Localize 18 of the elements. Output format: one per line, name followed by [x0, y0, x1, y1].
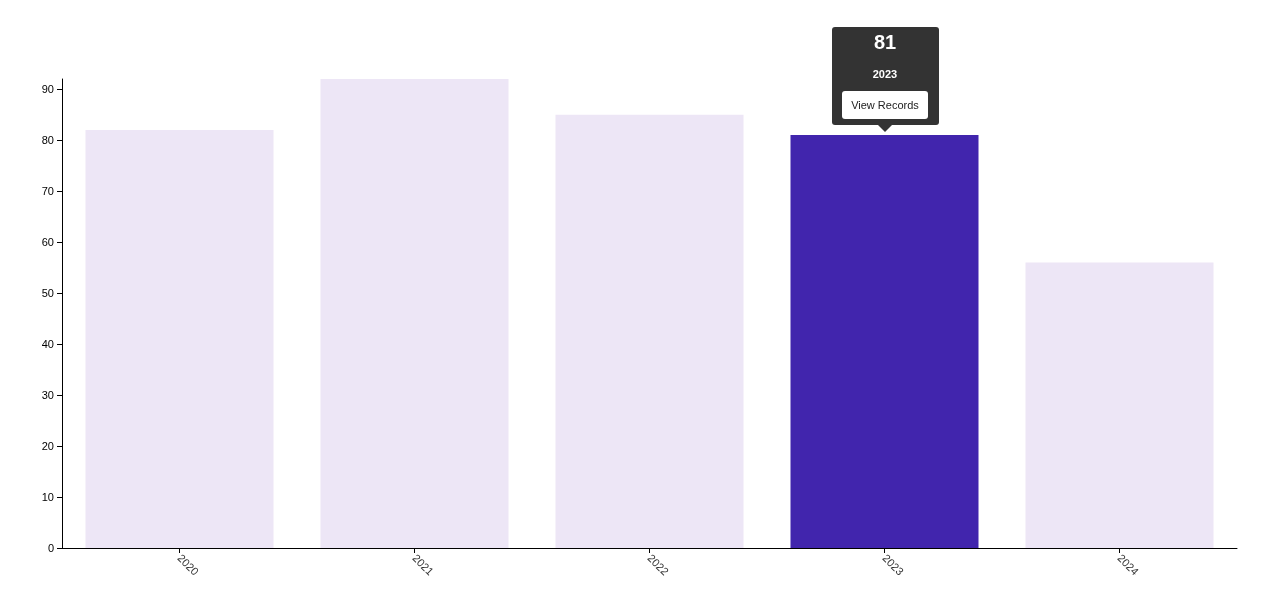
- bar: [85, 129, 274, 548]
- bar: [320, 79, 509, 548]
- y-tick-label: 20: [41, 440, 54, 453]
- y-tick-label: 40: [41, 338, 54, 351]
- y-tick-label: 50: [41, 287, 54, 300]
- y-tick-label: 0: [47, 542, 54, 554]
- y-tick-label: 70: [41, 185, 54, 198]
- bar: [790, 135, 979, 548]
- bar: [555, 114, 744, 548]
- y-tick-label: 80: [41, 134, 54, 147]
- view-button[interactable]: View Records: [842, 91, 928, 120]
- y-tick-label: 10: [41, 491, 54, 504]
- y-tick-label: 30: [41, 389, 54, 402]
- bar: [1025, 262, 1214, 548]
- tooltip: 81 2023 View Records: [831, 27, 939, 126]
- y-tick-label: 90: [41, 83, 54, 96]
- y-tick-label: 60: [41, 236, 54, 249]
- annotation: 2023: [871, 67, 899, 82]
